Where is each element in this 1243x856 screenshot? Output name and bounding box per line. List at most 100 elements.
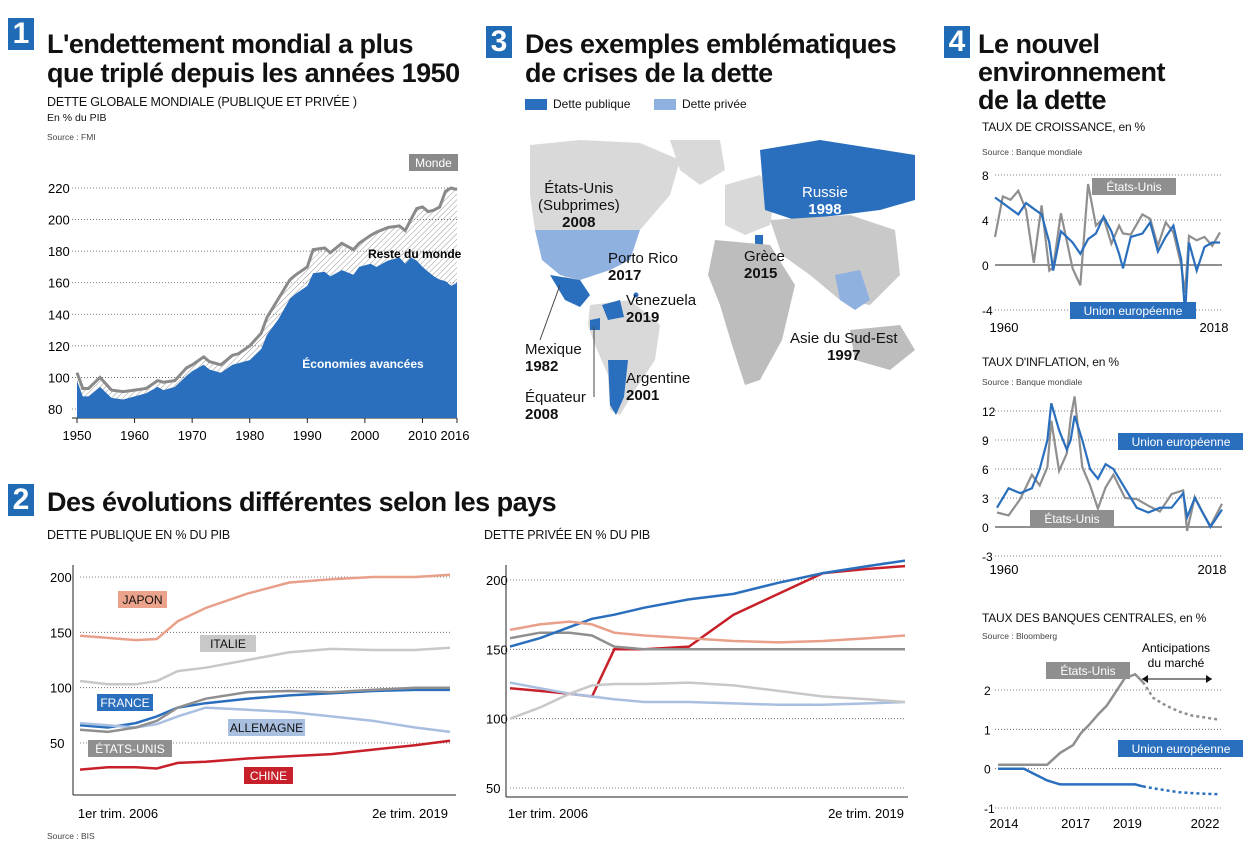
rates-y-tick-0: 0 (984, 763, 991, 777)
section2-title: Des évolutions différentes selon les pay… (47, 487, 557, 517)
inflation-label-ue-bg (1118, 433, 1243, 450)
rates-label-usa-bg (1046, 662, 1130, 679)
private-y-tick-200: 200 (486, 573, 508, 588)
public-label-france: FRANCE (100, 696, 149, 710)
map-label-equateur: Équateur 2008 (525, 389, 586, 423)
map-russia (760, 140, 915, 220)
public-label-japon-bg (118, 591, 167, 608)
map-label-porto-rico-year: 2017 (608, 267, 642, 284)
public-y-tick-50: 50 (50, 736, 64, 751)
growth-y-tick--4: -4 (982, 304, 993, 318)
map-europe (725, 175, 775, 235)
map-mexico (550, 275, 590, 307)
world-debt-line (75, 186, 458, 394)
public-y-tick-200: 200 (50, 570, 72, 585)
private-line-france (509, 559, 906, 648)
map-ecuador (590, 318, 600, 330)
public-label-chine-bg (244, 767, 293, 784)
inflation-x-start: 1960 (990, 562, 1019, 577)
section1-title-line1: L'endettement mondial a plus (47, 29, 413, 59)
rates-y-tick-2: 2 (984, 684, 991, 698)
private-debt-title: DETTE PRIVÉE EN % DU PIB (484, 528, 651, 542)
x-tick-1960: 1960 (120, 428, 149, 443)
section4-title-line3: de la dette (978, 85, 1107, 115)
label-reste-du-monde: Reste du monde (368, 247, 462, 261)
map-label-russie-year: 1998 (808, 201, 842, 218)
inflation-y-tick-3: 3 (982, 492, 989, 506)
section1-subtitle: DETTE GLOBALE MONDIALE (PUBLIQUE ET PRIV… (47, 95, 357, 109)
rates-x-tick-2014: 2014 (990, 816, 1019, 831)
inflation-label-ue: Union européenne (1132, 435, 1231, 449)
section1-source: Source : FMI (47, 132, 96, 142)
growth-label-usa: États-Unis (1106, 179, 1161, 194)
y-tick-80: 80 (48, 402, 62, 417)
x-tick-1980: 1980 (235, 428, 264, 443)
map-greece (755, 235, 763, 245)
public-line-france (79, 688, 450, 729)
private-line-états-unis (509, 631, 905, 651)
map-label-argentine-year: 2001 (626, 387, 660, 404)
map-southeast-asia (835, 270, 870, 310)
map-label-mexique: Mexique 1982 (525, 341, 582, 375)
map-label-venezuela: Venezuela 2019 (626, 292, 696, 326)
x-tick-1970: 1970 (178, 428, 207, 443)
legend-label-private: Dette privée (682, 97, 747, 111)
public-debt-title: DETTE PUBLIQUE EN % DU PIB (47, 528, 231, 542)
public-line-japon (79, 573, 451, 642)
section3-title-line2: de crises de la dette (525, 58, 773, 88)
advanced-economies-area (77, 257, 457, 418)
map-oceania (850, 325, 915, 370)
rates-label-ue: Union européenne (1132, 742, 1231, 756)
map-label-equateur-year: 2008 (525, 406, 559, 423)
growth-y-tick-4: 4 (982, 214, 989, 228)
public-y-tick-150: 150 (50, 625, 72, 640)
y-tick-100: 100 (48, 370, 70, 385)
private-line-chine (509, 564, 906, 698)
public-line-italie (79, 646, 451, 686)
growth-label-usa-bg (1092, 178, 1176, 195)
public-label-allemagne: ALLEMAGNE (230, 721, 303, 735)
map-porto-rico (633, 292, 639, 298)
inflation-y-tick--3: -3 (982, 550, 993, 564)
growth-x-start: 1960 (990, 320, 1019, 335)
growth-label-ue-bg (1070, 302, 1196, 319)
public-line-états-unis (79, 686, 450, 734)
map-label-usa-name: États-Unis (544, 180, 614, 197)
section2-source: Source : BIS (47, 831, 95, 841)
rates-x-tick-2017: 2017 (1061, 816, 1090, 831)
map-label-russie-name: Russie (802, 184, 848, 201)
map-label-russie: Russie 1998 (802, 184, 848, 218)
section-number-1: 1 (8, 18, 34, 50)
map-label-porto-rico: Porto Rico 2017 (608, 250, 678, 284)
private-debt-chart: 50 100 150 200 1er trim. 2006 2e trim. 2019 (486, 559, 908, 821)
map-south-america (588, 300, 660, 415)
map-label-venezuela-name: Venezuela (626, 292, 697, 309)
public-x-tick-end: 2e trim. 2019 (372, 806, 448, 821)
map-label-venezuela-year: 2019 (626, 309, 660, 326)
map-asia (770, 215, 900, 305)
private-y-tick-150: 150 (486, 642, 508, 657)
inflation-y-tick-6: 6 (982, 463, 989, 477)
public-x-tick-start: 1er trim. 2006 (78, 806, 158, 821)
section1-unit: En % du PIB (47, 112, 107, 124)
inflation-title: TAUX D'INFLATION, en % (982, 355, 1119, 369)
rates-forecast-label-2: du marché (1148, 656, 1205, 670)
section3-title-line1: Des exemples emblématiques (525, 29, 897, 59)
legend-label-public: Dette publique (553, 97, 631, 111)
public-label-italie: ITALIE (210, 637, 246, 651)
rates-label-ue-bg (1118, 740, 1243, 757)
private-line-italie (509, 681, 906, 720)
section-number-3: 3 (486, 26, 512, 58)
inflation-chart: -3 0 3 6 9 12 États-Unis Union européenne 1960 20… (982, 396, 1243, 577)
label-monde: Monde (415, 156, 452, 170)
growth-x-end: 2018 (1200, 320, 1229, 335)
y-tick-160: 160 (48, 276, 70, 291)
legend-private-debt: Dette privée (654, 97, 747, 111)
public-debt-chart: 50 100 150 200 JAPON ITALIE FRANCE ALLEMAGNE ÉTA… (50, 565, 456, 821)
private-line-allemagne (509, 681, 906, 707)
inflation-line-usa (996, 396, 1223, 532)
map-label-grece-year: 2015 (744, 265, 778, 282)
central-bank-source: Source : Bloomberg (982, 631, 1058, 641)
private-y-tick-100: 100 (486, 712, 508, 727)
rates-forecast-ue (1142, 785, 1219, 796)
